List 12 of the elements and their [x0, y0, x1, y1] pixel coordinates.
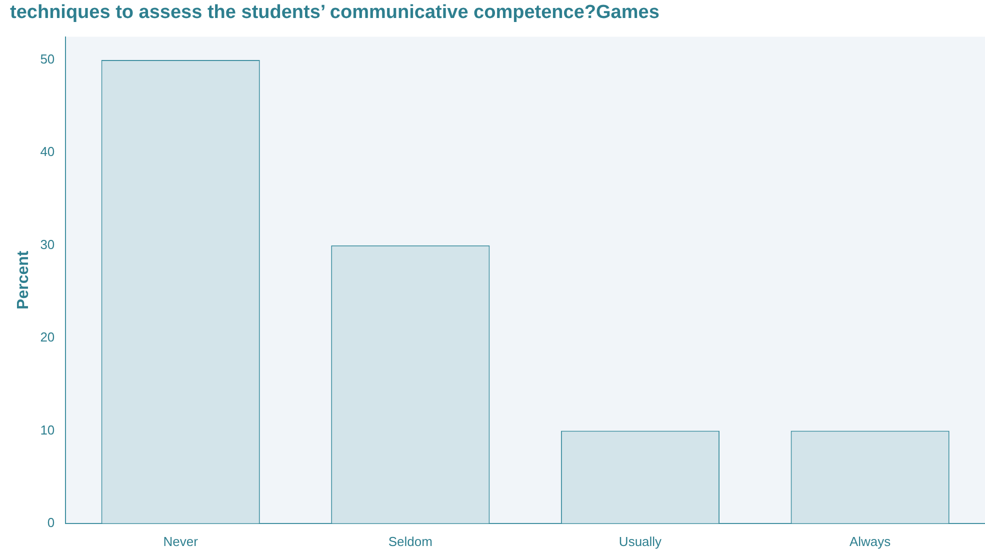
y-tick-label: 20	[40, 330, 55, 345]
y-tick-label: 10	[40, 422, 55, 438]
y-tick-label: 30	[40, 236, 55, 252]
y-tick-label: 50	[40, 52, 55, 67]
chart-title: techniques to assess the students’ communicative competence?Games	[10, 2, 660, 24]
x-tick-label: Seldom	[388, 534, 432, 549]
x-tick-label: Always	[849, 534, 892, 549]
x-tick-label: Usually	[618, 534, 662, 549]
y-tick-label: 0	[47, 514, 55, 530]
y-axis-title: Percent	[15, 250, 32, 310]
y-tick-label: 40	[40, 144, 55, 160]
x-tick-label: Never	[163, 534, 199, 549]
